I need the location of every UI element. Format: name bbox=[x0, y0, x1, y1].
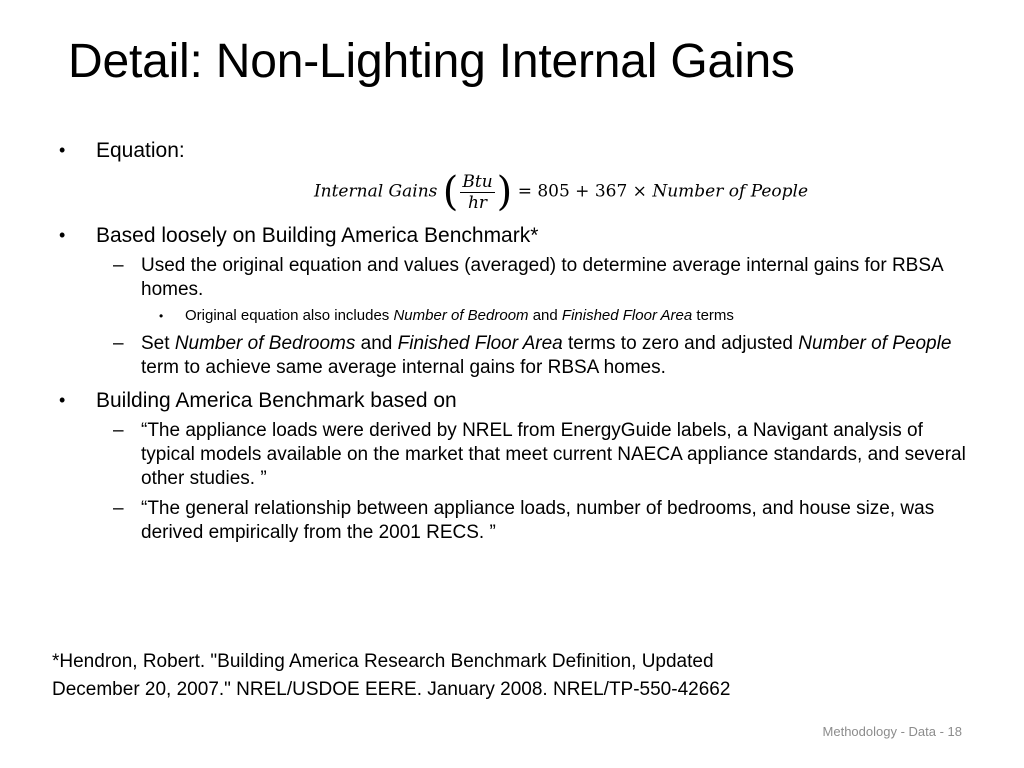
quote1-text: “The appliance loads were derived by NRE… bbox=[141, 420, 966, 489]
set-terms-em1: Number of Bedrooms bbox=[174, 333, 356, 354]
dash-marker: – bbox=[113, 420, 124, 441]
set-terms-mid2: terms to zero and adjusted bbox=[562, 333, 799, 354]
equation-rhs-variable: Number of People bbox=[652, 181, 809, 202]
left-paren: ( bbox=[442, 169, 459, 215]
benchmark-text: Based loosely on Building America Benchm… bbox=[96, 224, 539, 247]
sub-sub-bullet-original-includes: • Original equation also includes Number… bbox=[56, 306, 966, 326]
bullet-marker: • bbox=[159, 309, 164, 323]
bullet-based-on: • Building America Benchmark based on bbox=[56, 388, 966, 413]
bullet-marker: • bbox=[59, 390, 66, 410]
set-terms-em2: Finished Floor Area bbox=[397, 333, 563, 354]
quote2-text: “The general relationship between applia… bbox=[141, 498, 935, 543]
bullet-marker: • bbox=[59, 140, 66, 160]
equation-label: Equation: bbox=[96, 139, 185, 162]
bullet-marker: • bbox=[59, 225, 66, 245]
original-includes-em1: Number of Bedroom bbox=[393, 307, 529, 324]
sub-bullet-quote1: – “The appliance loads were derived by N… bbox=[56, 419, 966, 491]
original-includes-pre: Original equation also includes bbox=[185, 307, 394, 324]
equation-lhs: Internal Gains bbox=[313, 181, 438, 202]
dash-marker: – bbox=[113, 255, 124, 276]
footnote-line1: *Hendron, Robert. "Building America Rese… bbox=[52, 651, 714, 672]
sub-bullet-used-original: – Used the original equation and values … bbox=[56, 254, 966, 302]
bullet-equation: • Equation: bbox=[56, 138, 966, 163]
set-terms-mid1: and bbox=[355, 333, 398, 354]
slide-footer: Methodology - Data - 18 bbox=[822, 724, 962, 739]
dash-marker: – bbox=[113, 333, 124, 354]
original-includes-em2: Finished Floor Area bbox=[561, 307, 693, 324]
set-terms-em3: Number of People bbox=[798, 333, 952, 354]
right-paren: ) bbox=[496, 169, 513, 215]
fraction-denominator: hr bbox=[467, 192, 488, 213]
bullet-benchmark: • Based loosely on Building America Benc… bbox=[56, 223, 966, 248]
equation: Internal Gains (Btu hr) = 805 + 367 × Num… bbox=[156, 169, 966, 215]
fraction-numerator: Btu bbox=[460, 171, 495, 193]
used-original-text: Used the original equation and values (a… bbox=[141, 255, 943, 300]
original-includes-post: terms bbox=[692, 307, 734, 324]
set-terms-post: term to achieve same average internal ga… bbox=[141, 357, 666, 378]
equation-rhs-prefix: = 805 + 367 × bbox=[517, 181, 647, 202]
slide-content: • Equation: Internal Gains (Btu hr) = 805… bbox=[56, 130, 966, 545]
dash-marker: – bbox=[113, 498, 124, 519]
original-includes-mid: and bbox=[528, 307, 562, 324]
based-on-text: Building America Benchmark based on bbox=[96, 389, 457, 412]
sub-bullet-quote2: – “The general relationship between appl… bbox=[56, 497, 966, 545]
sub-bullet-set-terms: – Set Number of Bedrooms and Finished Fl… bbox=[56, 332, 966, 380]
set-terms-pre: Set bbox=[141, 333, 175, 354]
footnote: *Hendron, Robert. "Building America Rese… bbox=[52, 648, 912, 704]
equation-fraction: Btu hr bbox=[460, 171, 495, 213]
slide-title: Detail: Non-Lighting Internal Gains bbox=[68, 35, 795, 88]
footnote-line2: December 20, 2007." NREL/USDOE EERE. Jan… bbox=[52, 679, 731, 700]
